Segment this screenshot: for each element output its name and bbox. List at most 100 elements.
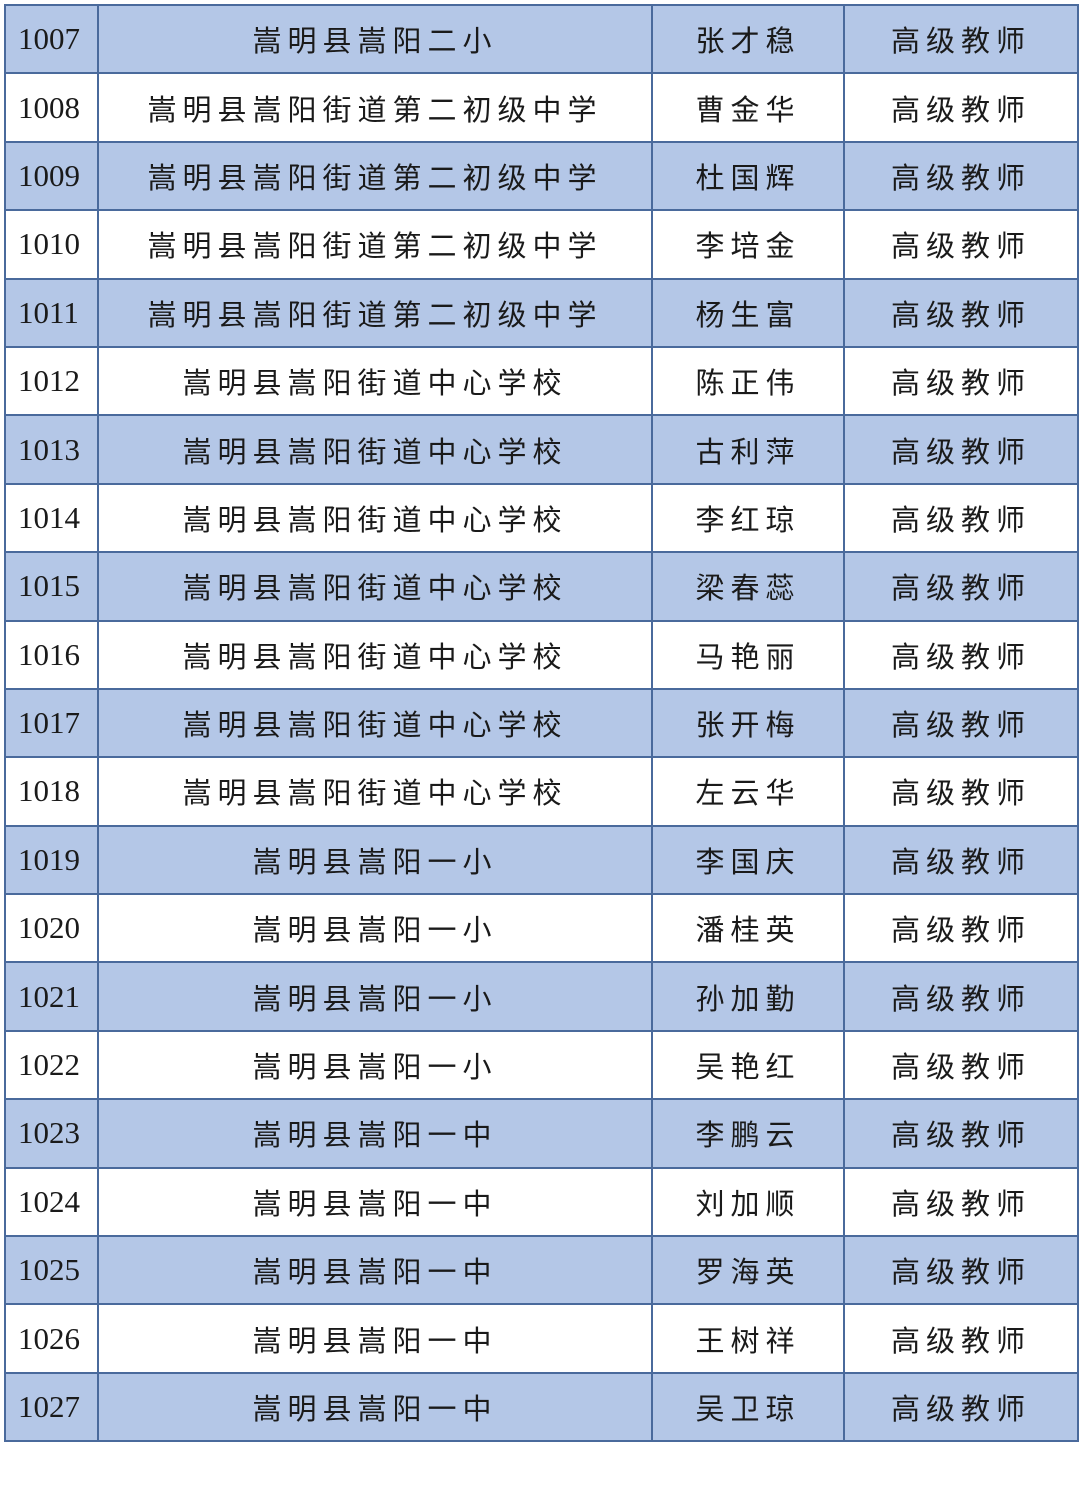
title: 高级教师 — [843, 551, 1079, 622]
school: 嵩明县嵩阳街道中心学校 — [97, 551, 653, 622]
table-row: 1023 嵩明县嵩阳一中 李鹏云 高级教师 — [4, 1098, 1079, 1169]
teacher-name: 李红琼 — [651, 482, 845, 554]
table-row: 1015 嵩明县嵩阳街道中心学校 梁春蕊 高级教师 — [4, 551, 1079, 622]
school: 嵩明县嵩阳一小 — [97, 1029, 653, 1101]
row-id: 1022 — [4, 1029, 99, 1101]
row-id: 1008 — [4, 72, 99, 143]
table-row: 1013 嵩明县嵩阳街道中心学校 古利萍 高级教师 — [4, 414, 1079, 485]
table-row: 1018 嵩明县嵩阳街道中心学校 左云华 高级教师 — [4, 756, 1079, 827]
teacher-name: 杜国辉 — [651, 140, 845, 212]
row-id: 1007 — [4, 3, 99, 75]
title: 高级教师 — [843, 482, 1079, 554]
title: 高级教师 — [843, 961, 1079, 1032]
title: 高级教师 — [843, 619, 1079, 690]
row-id: 1025 — [4, 1235, 99, 1306]
row-id: 1011 — [4, 277, 99, 348]
title: 高级教师 — [843, 756, 1079, 827]
row-id: 1015 — [4, 551, 99, 622]
school: 嵩明县嵩阳街道第二初级中学 — [97, 209, 653, 280]
row-id: 1021 — [4, 961, 99, 1032]
school: 嵩明县嵩阳街道第二初级中学 — [97, 140, 653, 212]
teacher-name: 马艳丽 — [651, 619, 845, 690]
row-id: 1017 — [4, 687, 99, 759]
title: 高级教师 — [843, 414, 1079, 485]
title: 高级教师 — [843, 72, 1079, 143]
table-row: 1010 嵩明县嵩阳街道第二初级中学 李培金 高级教师 — [4, 209, 1079, 280]
table-row: 1026 嵩明县嵩阳一中 王树祥 高级教师 — [4, 1303, 1079, 1374]
school: 嵩明县嵩阳二小 — [97, 3, 653, 75]
teacher-name: 张开梅 — [651, 687, 845, 759]
teacher-name: 孙加勤 — [651, 961, 845, 1032]
table-row: 1022 嵩明县嵩阳一小 吴艳红 高级教师 — [4, 1029, 1079, 1101]
school: 嵩明县嵩阳一小 — [97, 824, 653, 896]
school: 嵩明县嵩阳街道中心学校 — [97, 414, 653, 485]
row-id: 1026 — [4, 1303, 99, 1374]
table-row: 1007 嵩明县嵩阳二小 张才稳 高级教师 — [4, 3, 1079, 75]
teacher-name: 吴卫琼 — [651, 1371, 845, 1443]
row-id: 1020 — [4, 893, 99, 964]
row-id: 1027 — [4, 1371, 99, 1443]
teacher-name: 曹金华 — [651, 72, 845, 143]
school: 嵩明县嵩阳街道中心学校 — [97, 345, 653, 417]
row-id: 1016 — [4, 619, 99, 690]
table-row: 1017 嵩明县嵩阳街道中心学校 张开梅 高级教师 — [4, 687, 1079, 759]
title: 高级教师 — [843, 277, 1079, 348]
title: 高级教师 — [843, 345, 1079, 417]
row-id: 1019 — [4, 824, 99, 896]
teacher-name: 左云华 — [651, 756, 845, 827]
school: 嵩明县嵩阳一中 — [97, 1303, 653, 1374]
teacher-name: 罗海英 — [651, 1235, 845, 1306]
row-id: 1023 — [4, 1098, 99, 1169]
title: 高级教师 — [843, 140, 1079, 212]
title: 高级教师 — [843, 3, 1079, 75]
teacher-name: 梁春蕊 — [651, 551, 845, 622]
table-row: 1027 嵩明县嵩阳一中 吴卫琼 高级教师 — [4, 1371, 1079, 1443]
table-row: 1019 嵩明县嵩阳一小 李国庆 高级教师 — [4, 824, 1079, 896]
school: 嵩明县嵩阳街道中心学校 — [97, 619, 653, 690]
teacher-name: 古利萍 — [651, 414, 845, 485]
teacher-name: 刘加顺 — [651, 1166, 845, 1238]
teacher-table: 1007 嵩明县嵩阳二小 张才稳 高级教师 1008 嵩明县嵩阳街道第二初级中学 曹金华 高级… — [4, 3, 1079, 1443]
school: 嵩明县嵩阳一小 — [97, 961, 653, 1032]
teacher-name: 王树祥 — [651, 1303, 845, 1374]
teacher-name: 张才稳 — [651, 3, 845, 75]
title: 高级教师 — [843, 1098, 1079, 1169]
teacher-name: 潘桂英 — [651, 893, 845, 964]
row-id: 1024 — [4, 1166, 99, 1238]
row-id: 1014 — [4, 482, 99, 554]
table-row: 1016 嵩明县嵩阳街道中心学校 马艳丽 高级教师 — [4, 619, 1079, 690]
title: 高级教师 — [843, 1029, 1079, 1101]
title: 高级教师 — [843, 893, 1079, 964]
school: 嵩明县嵩阳街道中心学校 — [97, 482, 653, 554]
school: 嵩明县嵩阳一中 — [97, 1166, 653, 1238]
table-row: 1020 嵩明县嵩阳一小 潘桂英 高级教师 — [4, 893, 1079, 964]
title: 高级教师 — [843, 209, 1079, 280]
row-id: 1009 — [4, 140, 99, 212]
teacher-name: 吴艳红 — [651, 1029, 845, 1101]
title: 高级教师 — [843, 687, 1079, 759]
table-row: 1021 嵩明县嵩阳一小 孙加勤 高级教师 — [4, 961, 1079, 1032]
teacher-name: 陈正伟 — [651, 345, 845, 417]
row-id: 1010 — [4, 209, 99, 280]
teacher-name: 李国庆 — [651, 824, 845, 896]
table-row: 1024 嵩明县嵩阳一中 刘加顺 高级教师 — [4, 1166, 1079, 1238]
school: 嵩明县嵩阳街道第二初级中学 — [97, 72, 653, 143]
title: 高级教师 — [843, 1235, 1079, 1306]
teacher-name: 李鹏云 — [651, 1098, 845, 1169]
table-row: 1025 嵩明县嵩阳一中 罗海英 高级教师 — [4, 1235, 1079, 1306]
table-body: 1007 嵩明县嵩阳二小 张才稳 高级教师 1008 嵩明县嵩阳街道第二初级中学 曹金华 高级… — [4, 3, 1079, 1443]
title: 高级教师 — [843, 1303, 1079, 1374]
row-id: 1018 — [4, 756, 99, 827]
table-row: 1008 嵩明县嵩阳街道第二初级中学 曹金华 高级教师 — [4, 72, 1079, 143]
title: 高级教师 — [843, 1166, 1079, 1238]
row-id: 1013 — [4, 414, 99, 485]
title: 高级教师 — [843, 824, 1079, 896]
school: 嵩明县嵩阳一小 — [97, 893, 653, 964]
school: 嵩明县嵩阳一中 — [97, 1235, 653, 1306]
teacher-name: 杨生富 — [651, 277, 845, 348]
school: 嵩明县嵩阳一中 — [97, 1098, 653, 1169]
table-row: 1009 嵩明县嵩阳街道第二初级中学 杜国辉 高级教师 — [4, 140, 1079, 212]
table-row: 1011 嵩明县嵩阳街道第二初级中学 杨生富 高级教师 — [4, 277, 1079, 348]
school: 嵩明县嵩阳街道中心学校 — [97, 687, 653, 759]
